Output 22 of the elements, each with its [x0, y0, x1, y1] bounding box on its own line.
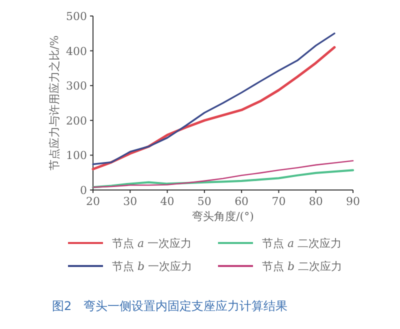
legend-label: 节点 b 二次应力	[262, 260, 342, 273]
caption: 图2 弯头一侧设置内固定支座应力计算结果	[52, 299, 288, 313]
y-tick-label: 0	[80, 184, 87, 197]
y-tick-label: 200	[66, 114, 87, 128]
y-tick-label: 500	[66, 10, 87, 23]
legend-label: 节点 a 二次应力	[262, 237, 342, 250]
x-tick-label: 20	[86, 195, 100, 208]
line-series	[92, 160, 354, 188]
x-axis-title: 弯头角度/(°)	[192, 210, 254, 223]
x-tick-label: 30	[123, 195, 138, 208]
legend-label: 节点 a 一次应力	[112, 237, 192, 250]
y-tick-label: 400	[66, 44, 87, 58]
x-tick-label: 40	[160, 195, 174, 208]
x-tick-label: 90	[346, 195, 360, 208]
legend-label: 节点 b 一次应力	[112, 260, 192, 273]
x-tick-label: 60	[234, 195, 249, 208]
y-tick-label: 300	[66, 80, 87, 93]
y-axis-title: 节点应力与许用应力之比/%	[48, 35, 61, 171]
y-tick-label: 100	[66, 149, 87, 162]
x-tick-label: 50	[197, 195, 212, 208]
x-tick-label: 70	[272, 195, 286, 208]
x-tick-label: 80	[308, 195, 323, 208]
